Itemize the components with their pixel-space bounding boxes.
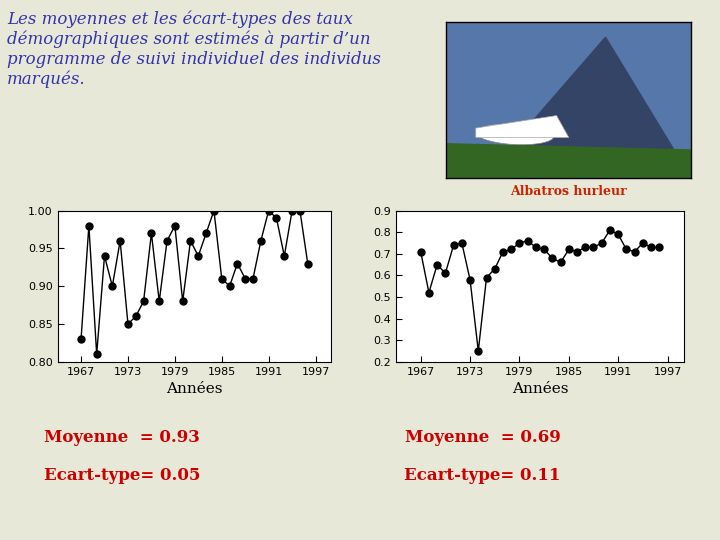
Text: Moyenne  = 0.93: Moyenne = 0.93 <box>45 429 200 446</box>
Text: Moyenne  = 0.69: Moyenne = 0.69 <box>405 429 560 446</box>
Text: Albatros hurleur: Albatros hurleur <box>510 185 627 198</box>
Polygon shape <box>483 37 691 178</box>
Ellipse shape <box>476 124 554 145</box>
Text: Les moyennes et les écart-types des taux
démographiques sont estimés à partir d’: Les moyennes et les écart-types des taux… <box>7 11 381 89</box>
X-axis label: Années: Années <box>166 382 222 396</box>
X-axis label: Années: Années <box>512 382 568 396</box>
Text: Ecart-type= 0.11: Ecart-type= 0.11 <box>404 467 561 484</box>
Text: Ecart-type= 0.05: Ecart-type= 0.05 <box>44 467 201 484</box>
Polygon shape <box>476 116 569 138</box>
Polygon shape <box>446 144 691 178</box>
